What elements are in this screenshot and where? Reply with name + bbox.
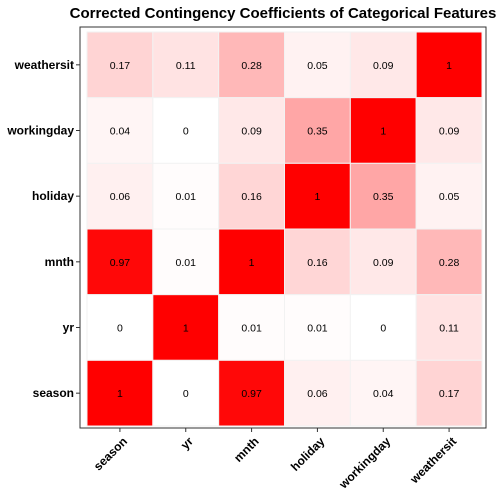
plot-panel-border <box>79 26 487 429</box>
heatmap-cell-weathersit-weathersit <box>415 31 483 99</box>
x-tick-label: mnth <box>231 434 262 465</box>
cell-value-label: 0.11 <box>176 60 196 72</box>
heatmap-cell-holiday-workingday <box>349 162 417 230</box>
cell-value-label: 0.16 <box>241 191 262 203</box>
cell-value-label: 0 <box>183 126 189 138</box>
cell-value-label: 0.01 <box>241 323 262 335</box>
heatmap-cell-mnth-holiday <box>284 228 351 296</box>
cell-value-label: 0.06 <box>110 191 131 203</box>
cell-value-label: 0.11 <box>439 323 459 335</box>
cell-value-label: 0.05 <box>439 191 460 203</box>
cell-value-label: 0.01 <box>176 191 197 203</box>
heatmap-cell-mnth-workingday <box>349 228 417 296</box>
cell-value-label: 1 <box>117 388 123 400</box>
cell-value-label: 0 <box>380 323 386 335</box>
cell-value-label: 0.04 <box>110 126 131 138</box>
cell-value-label: 0.35 <box>373 191 394 203</box>
heatmap-cell-yr-mnth <box>218 294 286 361</box>
heatmap-cell-weathersit-holiday <box>284 31 351 99</box>
y-axis: weathersit workingday holiday mnth yr season <box>6 58 80 400</box>
heatmap-cell-labels: 0.17 0.11 0.28 0.05 0.09 1 0.04 0 0.09 0.35 1 0.09 0… <box>110 60 460 400</box>
heatmap-cell-weathersit-yr <box>152 31 220 99</box>
y-tick-label: season <box>33 386 74 400</box>
heatmap-cell-yr-holiday <box>284 294 351 361</box>
y-tick-label: yr <box>63 321 75 335</box>
y-tick-label: weathersit <box>14 58 74 72</box>
cell-value-label: 1 <box>314 191 320 203</box>
cell-value-label: 0.05 <box>307 60 328 72</box>
cell-value-label: 0.06 <box>307 388 328 400</box>
y-tick-label: holiday <box>32 189 74 203</box>
heatmap-cells <box>86 31 483 427</box>
heatmap-cell-holiday-holiday <box>284 162 351 230</box>
heatmap-cell-yr-season <box>86 294 154 361</box>
x-tick-label: workingday <box>336 434 394 492</box>
heatmap-cell-season-weathersit <box>415 359 483 427</box>
heatmap-cell-mnth-mnth <box>218 228 286 296</box>
heatmap-cell-mnth-weathersit <box>415 228 483 296</box>
heatmap-cell-yr-workingday <box>349 294 417 361</box>
cell-value-label: 0.17 <box>439 388 460 400</box>
heatmap-cell-mnth-yr <box>152 228 220 296</box>
heatmap-cell-holiday-yr <box>152 162 220 230</box>
x-tick-label: season <box>91 434 130 473</box>
heatmap-cell-season-workingday <box>349 359 417 427</box>
heatmap-cell-season-holiday <box>284 359 351 427</box>
cell-value-label: 0.09 <box>373 60 394 72</box>
cell-value-label: 1 <box>249 257 255 269</box>
cell-value-label: 0.01 <box>307 323 328 335</box>
x-tick-label: weathersit <box>407 434 460 487</box>
cell-value-label: 0.28 <box>439 257 460 269</box>
cell-value-label: 0.01 <box>176 257 197 269</box>
heatmap-cell-workingday-weathersit <box>415 97 483 164</box>
cell-value-label: 0.09 <box>241 126 262 138</box>
cell-value-label: 0.28 <box>241 60 262 72</box>
x-tick-label: yr <box>178 434 196 452</box>
heatmap-cell-weathersit-season <box>86 31 154 99</box>
heatmap-cell-mnth-season <box>86 228 154 296</box>
heatmap-cell-workingday-yr <box>152 97 220 164</box>
chart-title: Corrected Contingency Coefficients of Ca… <box>70 5 497 22</box>
cell-value-label: 0.97 <box>241 388 262 400</box>
cell-value-label: 0.97 <box>110 257 131 269</box>
cell-value-label: 0 <box>183 388 189 400</box>
heatmap-cell-yr-weathersit <box>415 294 483 361</box>
cell-value-label: 1 <box>183 323 189 335</box>
cell-value-label: 0.16 <box>307 257 328 269</box>
cell-value-label: 0.17 <box>110 60 131 72</box>
y-tick-label: mnth <box>45 255 74 269</box>
heatmap-cell-weathersit-mnth <box>218 31 286 99</box>
cell-value-label: 0.09 <box>373 257 394 269</box>
cell-value-label: 0.04 <box>373 388 394 400</box>
x-axis: season yr mnth holiday workingday weathersit <box>91 428 459 492</box>
cell-value-label: 1 <box>380 126 386 138</box>
cell-value-label: 0 <box>117 323 123 335</box>
x-tick-label: holiday <box>288 434 328 474</box>
heatmap-cell-workingday-holiday <box>284 97 351 164</box>
cell-value-label: 1 <box>446 60 452 72</box>
cell-value-label: 0.35 <box>307 126 328 138</box>
heatmap-cell-season-season <box>86 359 154 427</box>
y-tick-label: workingday <box>6 124 74 138</box>
cell-value-label: 0.09 <box>439 126 460 138</box>
heatmap-cell-holiday-weathersit <box>415 162 483 230</box>
